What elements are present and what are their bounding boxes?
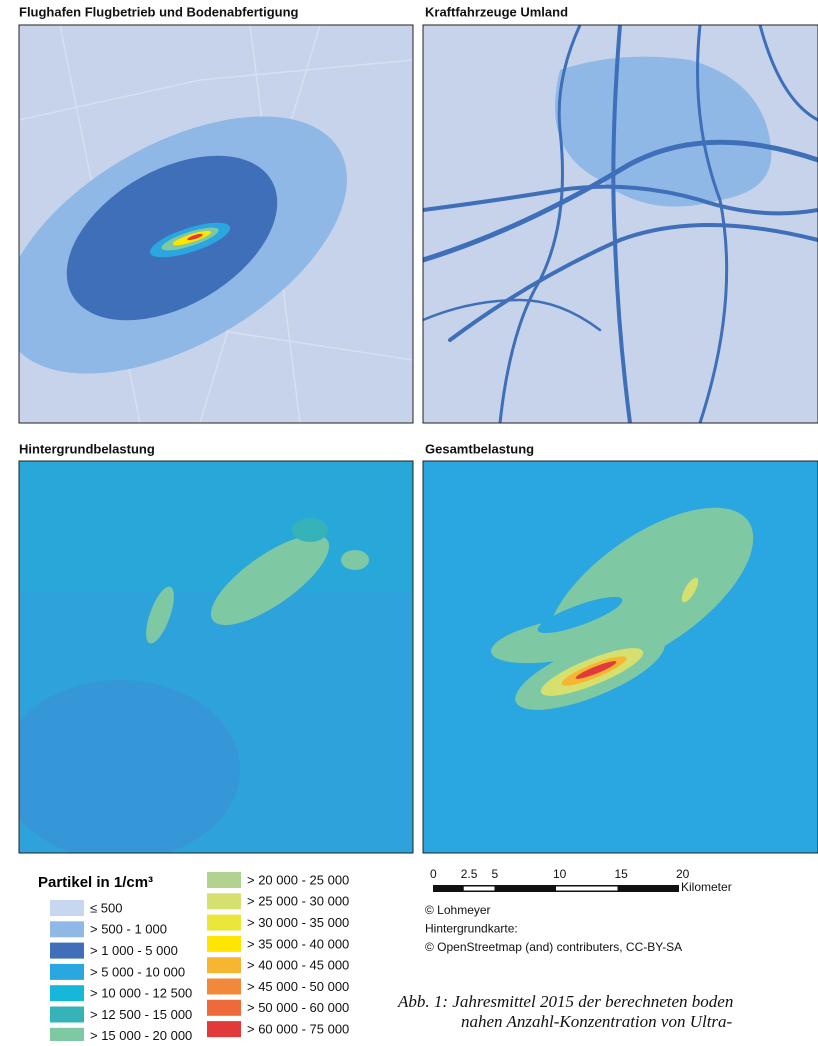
legend-label: > 25 000 - 30 000: [247, 894, 349, 909]
legend-swatch: [50, 964, 84, 980]
legend-label: > 1 000 - 5 000: [90, 943, 178, 958]
map-traffic: [423, 25, 818, 423]
legend-label: > 500 - 1 000: [90, 922, 167, 937]
credit-line: © OpenStreetmap (and) contributers, CC-B…: [425, 940, 682, 954]
caption-line: Abb. 1: Jahresmittel 2015 der berechnete…: [397, 992, 733, 1011]
legend-label: > 60 000 - 75 000: [247, 1022, 349, 1037]
panel-title: Flughafen Flugbetrieb und Bodenabfertigu…: [19, 4, 299, 19]
credit-line: © Lohmeyer: [425, 903, 491, 917]
scale-segment: [556, 887, 618, 891]
scale-label: 5: [492, 867, 499, 881]
panel-title: Hintergrundbelastung: [19, 441, 155, 456]
legend-swatch: [207, 957, 241, 973]
legend-swatch: [207, 1021, 241, 1037]
scale-unit: Kilometer: [681, 880, 732, 894]
credits: © Lohmeyer Hintergrundkarte: © OpenStreetm…: [425, 903, 682, 954]
scale-label: 20: [676, 867, 690, 881]
legend-label: > 40 000 - 45 000: [247, 958, 349, 973]
legend-swatch: [50, 1028, 84, 1041]
legend-label: ≤ 500: [90, 900, 122, 915]
legend-swatch: [50, 921, 84, 937]
legend-label: > 12 500 - 15 000: [90, 1007, 192, 1022]
legend-swatch: [207, 979, 241, 995]
legend-swatch: [50, 985, 84, 1001]
legend-label: > 30 000 - 35 000: [247, 915, 349, 930]
map-airport: [0, 25, 413, 427]
legend-swatch: [207, 915, 241, 931]
legend-label: > 50 000 - 60 000: [247, 1000, 349, 1015]
legend-swatch: [207, 893, 241, 909]
legend-swatch: [207, 936, 241, 952]
scale-label: 2.5: [461, 867, 478, 881]
legend: ≤ 500 > 500 - 1 000 > 1 000 - 5 000 > 5 000…: [50, 872, 349, 1041]
legend-label: > 15 000 - 20 000: [90, 1028, 192, 1041]
caption-line: nahen Anzahl-Konzentration von Ultra-: [461, 1012, 733, 1031]
credit-line: Hintergrundkarte:: [425, 922, 518, 936]
map-total: [423, 461, 818, 853]
scale-label: 10: [553, 867, 567, 881]
map-background: [0, 461, 413, 860]
scale-label: 15: [615, 867, 629, 881]
legend-swatch: [50, 1007, 84, 1023]
legend-swatch: [50, 900, 84, 916]
legend-label: > 10 000 - 12 500: [90, 986, 192, 1001]
panel-title: Gesamtbelastung: [425, 441, 534, 456]
figure: Flughafen Flugbetrieb und Bodenabfertigu…: [0, 0, 818, 1041]
legend-swatch: [207, 1000, 241, 1016]
legend-label: > 45 000 - 50 000: [247, 979, 349, 994]
caption: Abb. 1: Jahresmittel 2015 der berechnete…: [397, 992, 733, 1031]
legend-swatch: [50, 943, 84, 959]
legend-label: > 35 000 - 40 000: [247, 936, 349, 951]
legend-swatch: [207, 872, 241, 888]
page: {"panels": [ {"title": "Flughafen Flugbe…: [0, 0, 818, 1041]
scale-label: 0: [430, 867, 437, 881]
panel-title: Kraftfahrzeuge Umland: [425, 4, 568, 19]
legend-title: Partikel in 1/cm³: [38, 874, 153, 891]
scale-segment: [464, 887, 495, 891]
legend-label: > 5 000 - 10 000: [90, 964, 185, 979]
legend-label: > 20 000 - 25 000: [247, 872, 349, 887]
